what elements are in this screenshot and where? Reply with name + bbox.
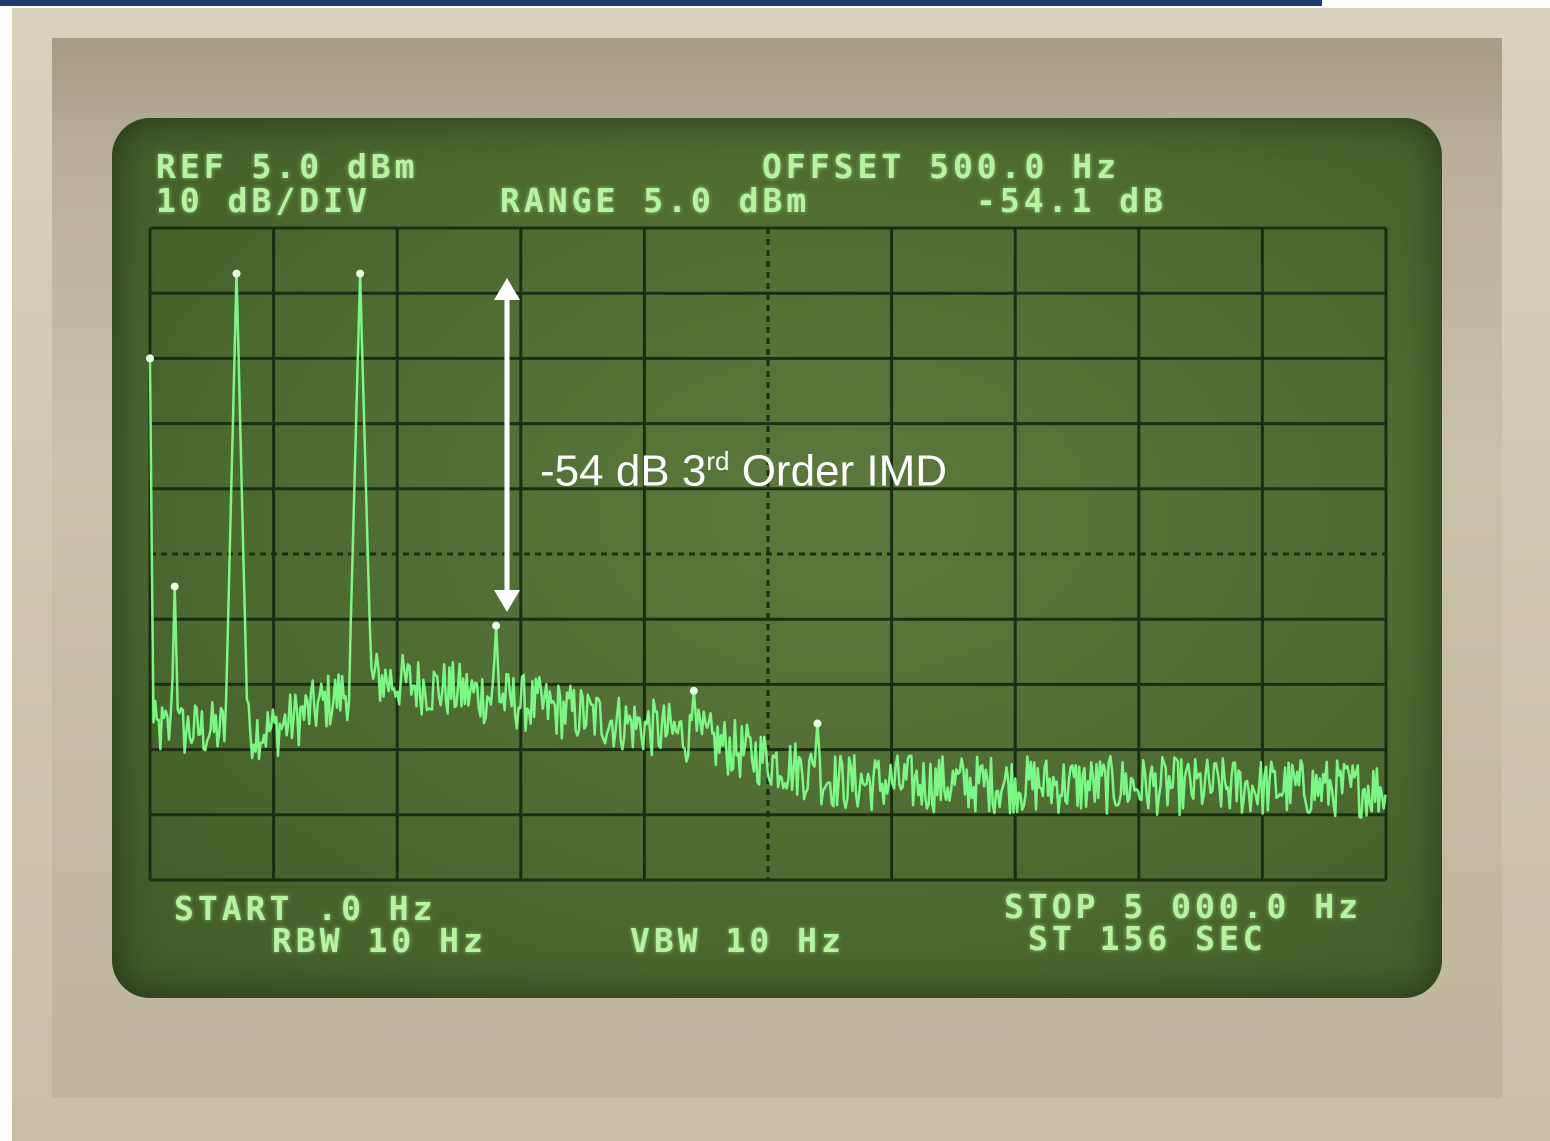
rbw-readout: RBW 10 Hz [272, 921, 487, 960]
imd-annotation: -54 dB 3rd Order IMD [540, 446, 947, 497]
imd-arrow [494, 278, 520, 612]
peak-marker [356, 269, 365, 278]
imd-annotation-suffix: Order IMD [729, 446, 948, 496]
scale-readout: 10 dB/DIV [156, 181, 371, 220]
range-readout: RANGE 5.0 dBm [500, 181, 811, 220]
marker-delta-readout: -54.1 dB [976, 181, 1167, 220]
sweep-time-readout: ST 156 SEC [1028, 919, 1267, 958]
imd-arrow-head-down [494, 590, 520, 612]
peak-marker [146, 354, 154, 363]
peak-marker [232, 269, 241, 278]
imd-annotation-prefix: -54 dB 3 [540, 446, 707, 496]
peak-marker [689, 686, 698, 695]
top-accent-bar [0, 0, 1322, 6]
imd-arrow-head-up [494, 278, 520, 300]
offset-readout: OFFSET 500.0 Hz [762, 147, 1121, 186]
spectrum-trace [148, 272, 1387, 819]
spectrum-trace-group [146, 269, 1387, 819]
start-freq-readout: START .0 Hz [174, 889, 437, 928]
vbw-readout: VBW 10 Hz [630, 921, 845, 960]
peak-marker [813, 719, 822, 728]
peak-marker [170, 582, 179, 591]
imd-annotation-superscript: rd [706, 446, 730, 476]
ref-level-readout: REF 5.0 dBm [156, 147, 419, 186]
peak-marker [492, 621, 501, 630]
crt-screen [112, 118, 1442, 998]
graticule [148, 226, 1388, 882]
stop-freq-readout: STOP 5 000.0 Hz [1004, 887, 1363, 926]
